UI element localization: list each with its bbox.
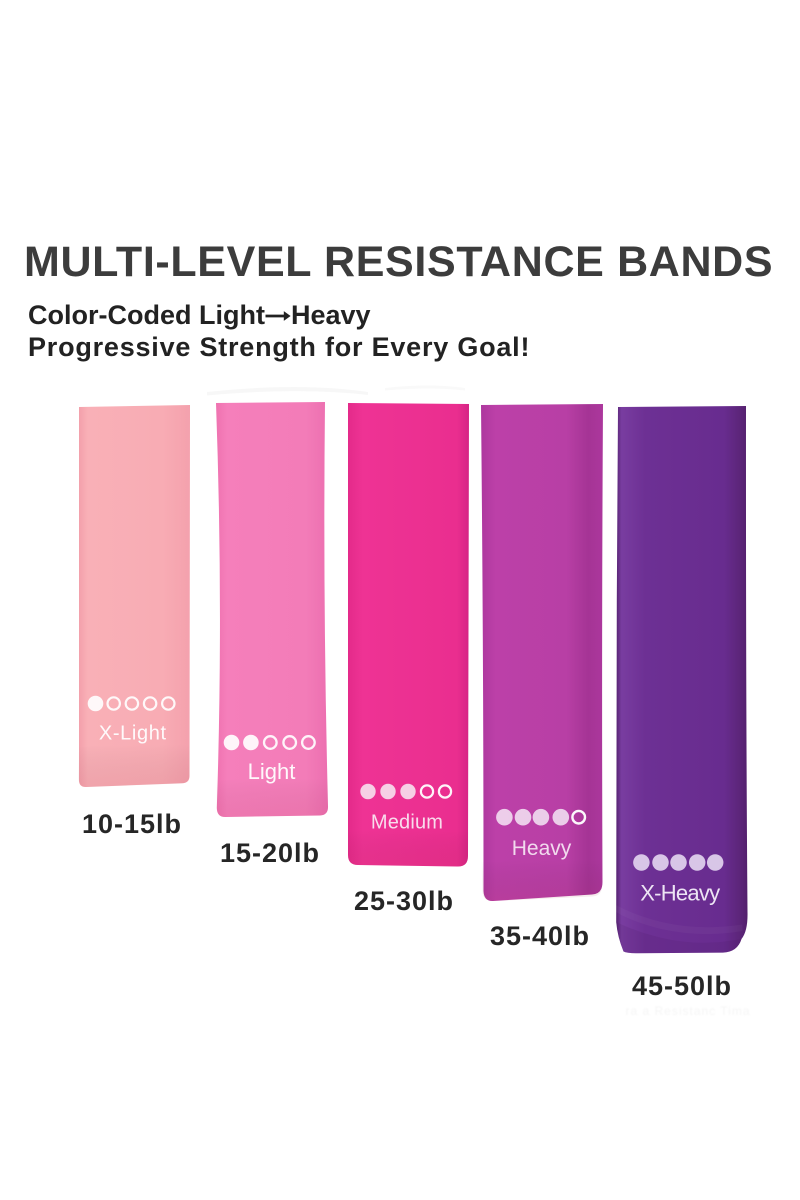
svg-text:Light: Light — [248, 759, 296, 784]
svg-text:X-Light: X-Light — [99, 723, 167, 745]
svg-text:Medium: Medium — [371, 812, 443, 834]
svg-text:Heavy: Heavy — [512, 837, 572, 860]
svg-text:X-Heavy: X-Heavy — [640, 881, 720, 906]
